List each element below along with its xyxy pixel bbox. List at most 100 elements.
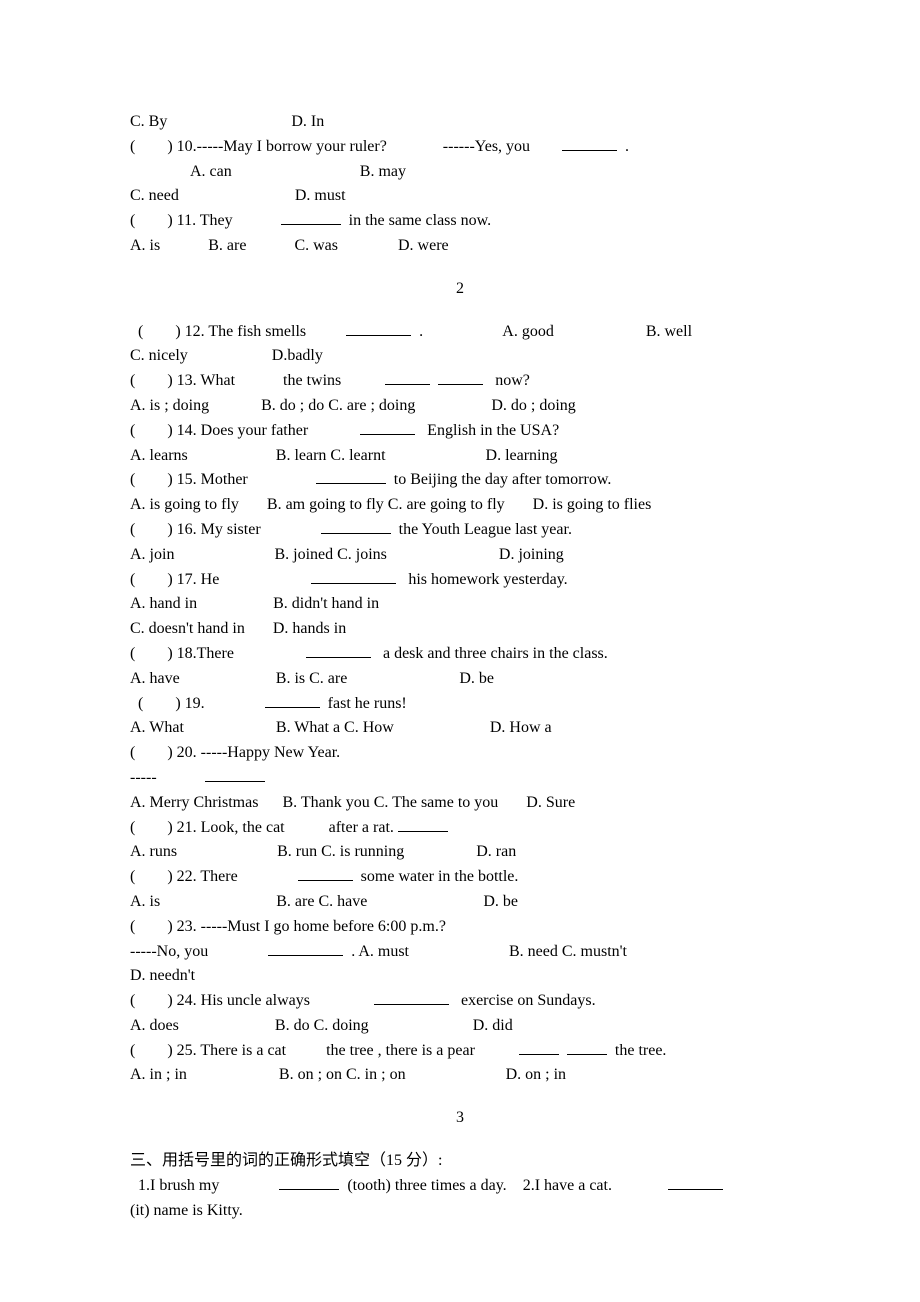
q10-stem: ( ) 10.-----May I borrow your ruler? ---… — [130, 135, 790, 160]
q24-options: A. does B. do C. doing D. did — [130, 1014, 790, 1039]
q10-option-b: B. may — [360, 163, 406, 180]
blank-icon — [306, 643, 371, 658]
page-number-2: 2 — [130, 277, 790, 302]
q12-options-cd: C. nicely D.badly — [130, 344, 790, 369]
q10-stem-a: ( ) 10.-----May I borrow your ruler? — [130, 138, 387, 155]
q12-stem-a: ( ) 12. The fish smells — [130, 323, 306, 340]
q14-option-a: A. learns — [130, 447, 188, 464]
q20-option-b: B. Thank you C. The same to you — [282, 794, 498, 811]
s3-q1-q2: 1.I brush my (tooth) three times a day. … — [130, 1174, 790, 1199]
q20-option-d: D. Sure — [526, 794, 575, 811]
q15-stem-a: ( ) 15. Mother — [130, 471, 248, 488]
q13-stem-c: now? — [495, 372, 530, 389]
q22-options: A. is B. are C. have D. be — [130, 890, 790, 915]
q25-option-b: B. on ; on C. in ; on — [279, 1066, 406, 1083]
blank-icon — [567, 1039, 607, 1054]
q12-option-d: D.badly — [272, 347, 323, 364]
q17-option-b: B. didn't hand in — [273, 595, 379, 612]
q23-reply: -----No, you . A. must B. need C. mustn'… — [130, 940, 790, 965]
q13-options: A. is ; doing B. do ; do C. are ; doing … — [130, 394, 790, 419]
q16-options: A. join B. joined C. joins D. joining — [130, 543, 790, 568]
q21-options: A. runs B. run C. is running D. ran — [130, 840, 790, 865]
blank-icon — [374, 990, 449, 1005]
blank-icon — [316, 469, 386, 484]
q24-stem-a: ( ) 24. His uncle always — [130, 992, 310, 1009]
q25-stem: ( ) 25. There is a cat the tree , there … — [130, 1039, 790, 1064]
q19-stem: ( ) 19. fast he runs! — [130, 692, 790, 717]
blank-icon — [519, 1039, 559, 1054]
q18-option-b: B. is C. are — [276, 670, 348, 687]
q10-options-cd: C. need D. must — [130, 184, 790, 209]
q15-stem: ( ) 15. Mother to Beijing the day after … — [130, 468, 790, 493]
q20-option-a: A. Merry Christmas — [130, 794, 258, 811]
blank-icon — [205, 767, 265, 782]
q23-reply-a: -----No, you — [130, 943, 208, 960]
q11-stem: ( ) 11. They in the same class now. — [130, 209, 790, 234]
blank-icon — [265, 692, 320, 707]
q25-option-a: A. in ; in — [130, 1066, 187, 1083]
q12-option-a: A. good — [502, 323, 554, 340]
q25-stem-b: the tree , there is a pear — [326, 1042, 475, 1059]
q25-options: A. in ; in B. on ; on C. in ; on D. on ;… — [130, 1063, 790, 1088]
q17-options-cd: C. doesn't hand in D. hands in — [130, 617, 790, 642]
q18-stem: ( ) 18.There a desk and three chairs in … — [130, 642, 790, 667]
q15-option-b: B. am going to fly C. are going to fly — [267, 496, 505, 513]
s3-q2-cont: (it) name is Kitty. — [130, 1199, 790, 1224]
q16-stem: ( ) 16. My sister the Youth League last … — [130, 518, 790, 543]
q10-option-d: D. must — [295, 187, 346, 204]
s3-2a: 2.I have a cat. — [523, 1177, 612, 1194]
q20-reply: ----- — [130, 766, 790, 791]
q19-option-d: D. How a — [490, 719, 552, 736]
q24-option-a: A. does — [130, 1017, 179, 1034]
q18-stem-a: ( ) 18.There — [130, 645, 234, 662]
q22-stem: ( ) 22. There some water in the bottle. — [130, 865, 790, 890]
blank-icon — [298, 866, 353, 881]
blank-icon — [321, 519, 391, 534]
q9-option-c: C. By — [130, 113, 167, 130]
q19-option-a: A. What — [130, 719, 184, 736]
q11-stem-b: in the same class now. — [349, 212, 491, 229]
blank-icon — [279, 1174, 339, 1189]
q18-option-a: A. have — [130, 670, 180, 687]
q23-option-d: D. needn't — [130, 964, 790, 989]
q9-option-d: D. In — [291, 113, 324, 130]
blank-icon — [360, 419, 415, 434]
q22-option-d: D. be — [483, 893, 518, 910]
q19-stem-b: fast he runs! — [328, 695, 407, 712]
q17-option-d: D. hands in — [273, 620, 346, 637]
q17-stem-b: his homework yesterday. — [408, 571, 567, 588]
q10-stem-b: ------Yes, you — [443, 138, 530, 155]
q17-stem-a: ( ) 17. He — [130, 571, 219, 588]
q25-stem-c: the tree. — [615, 1042, 667, 1059]
q16-stem-a: ( ) 16. My sister — [130, 521, 261, 538]
document-page: C. By D. In ( ) 10.-----May I borrow you… — [0, 0, 920, 1283]
q21-option-b: B. run C. is running — [277, 843, 404, 860]
q10-option-c: C. need — [130, 187, 179, 204]
q21-stem-a: ( ) 21. Look, the cat — [130, 819, 285, 836]
blank-icon — [281, 210, 341, 225]
q19-option-b: B. What a C. How — [276, 719, 394, 736]
q16-option-d: D. joining — [499, 546, 564, 563]
q13-stem-a: ( ) 13. What — [130, 372, 235, 389]
q23-option-b: B. need C. mustn't — [509, 943, 627, 960]
q20-options: A. Merry Christmas B. Thank you C. The s… — [130, 791, 790, 816]
q21-stem: ( ) 21. Look, the cat after a rat. — [130, 816, 790, 841]
q13-stem-b: the twins — [283, 372, 341, 389]
blank-icon — [668, 1174, 723, 1189]
q11-options: A. is B. are C. was D. were — [130, 234, 790, 259]
blank-icon — [438, 370, 483, 385]
q14-options: A. learns B. learn C. learnt D. learning — [130, 444, 790, 469]
q15-option-a: A. is going to fly — [130, 496, 239, 513]
q24-option-d: D. did — [473, 1017, 513, 1034]
q15-stem-b: to Beijing the day after tomorrow. — [394, 471, 612, 488]
q22-option-a: A. is — [130, 893, 160, 910]
q10-stem-c: . — [625, 138, 629, 155]
q18-options: A. have B. is C. are D. be — [130, 667, 790, 692]
q10-option-a: A. can — [190, 163, 232, 180]
blank-icon — [562, 135, 617, 150]
q14-stem-b: English in the USA? — [427, 422, 559, 439]
q24-stem: ( ) 24. His uncle always exercise on Sun… — [130, 989, 790, 1014]
q16-option-b: B. joined C. joins — [274, 546, 386, 563]
q25-stem-a: ( ) 25. There is a cat — [130, 1042, 286, 1059]
q21-stem-b: after a rat. — [329, 819, 394, 836]
